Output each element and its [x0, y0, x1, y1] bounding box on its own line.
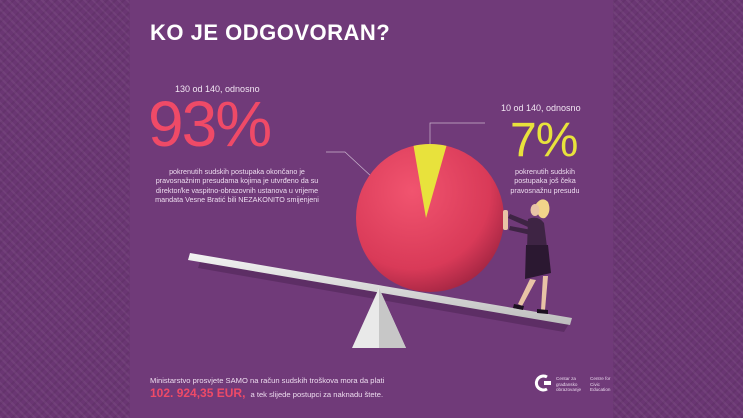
pie-chart — [356, 144, 504, 292]
woman-skirt — [525, 245, 551, 279]
pie-ball — [356, 144, 504, 292]
woman-leg-back — [518, 279, 536, 306]
fulcrum-shade — [379, 288, 406, 348]
description-93: pokrenutih sudskih postupaka okončano je… — [155, 167, 319, 205]
woman-arm-upper — [508, 214, 530, 227]
footer-line-1: Ministarstvo prosvjete SAMO na račun sud… — [150, 376, 385, 385]
page-title: KO JE ODGOVORAN? — [150, 20, 391, 45]
cgo-logo-icon — [534, 374, 551, 392]
lead-text-7: 10 od 140, odnosno — [501, 103, 581, 113]
logo-text-english: Centre for Civic Education — [590, 376, 611, 393]
lead-text-93: 130 od 140, odnosno — [175, 84, 260, 94]
description-7: pokrenutih sudskih postupaka još čeka pr… — [510, 167, 580, 195]
logo-text-local: Centar za građansko obrazovanje — [556, 376, 582, 393]
footer-amount: 102. 924,35 EUR, — [150, 386, 246, 400]
seesaw-plank — [188, 253, 572, 325]
connector-line-7 — [429, 122, 485, 150]
woman-head — [530, 204, 540, 216]
pie-slice-7 — [413, 144, 447, 218]
woman-shoe-back — [513, 304, 524, 310]
percent-7-label: 7% — [510, 114, 578, 167]
woman-figure — [503, 199, 551, 314]
woman-arm-lower — [509, 226, 532, 235]
woman-torso — [527, 217, 547, 251]
footer-line-2: 102. 924,35 EUR, a tek slijede postupci … — [150, 386, 383, 400]
woman-hair — [536, 199, 550, 219]
woman-hands — [503, 210, 508, 230]
connector-line-93 — [326, 151, 373, 178]
woman-leg-front — [541, 276, 548, 310]
woman-shoe-front — [537, 309, 548, 314]
footer-line-2-text: a tek slijede postupci za naknadu štete. — [248, 390, 384, 399]
percent-93-label: 93% — [148, 88, 272, 160]
plank-shadow — [198, 262, 570, 332]
